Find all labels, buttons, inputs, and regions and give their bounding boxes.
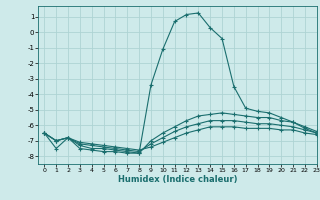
X-axis label: Humidex (Indice chaleur): Humidex (Indice chaleur): [118, 175, 237, 184]
